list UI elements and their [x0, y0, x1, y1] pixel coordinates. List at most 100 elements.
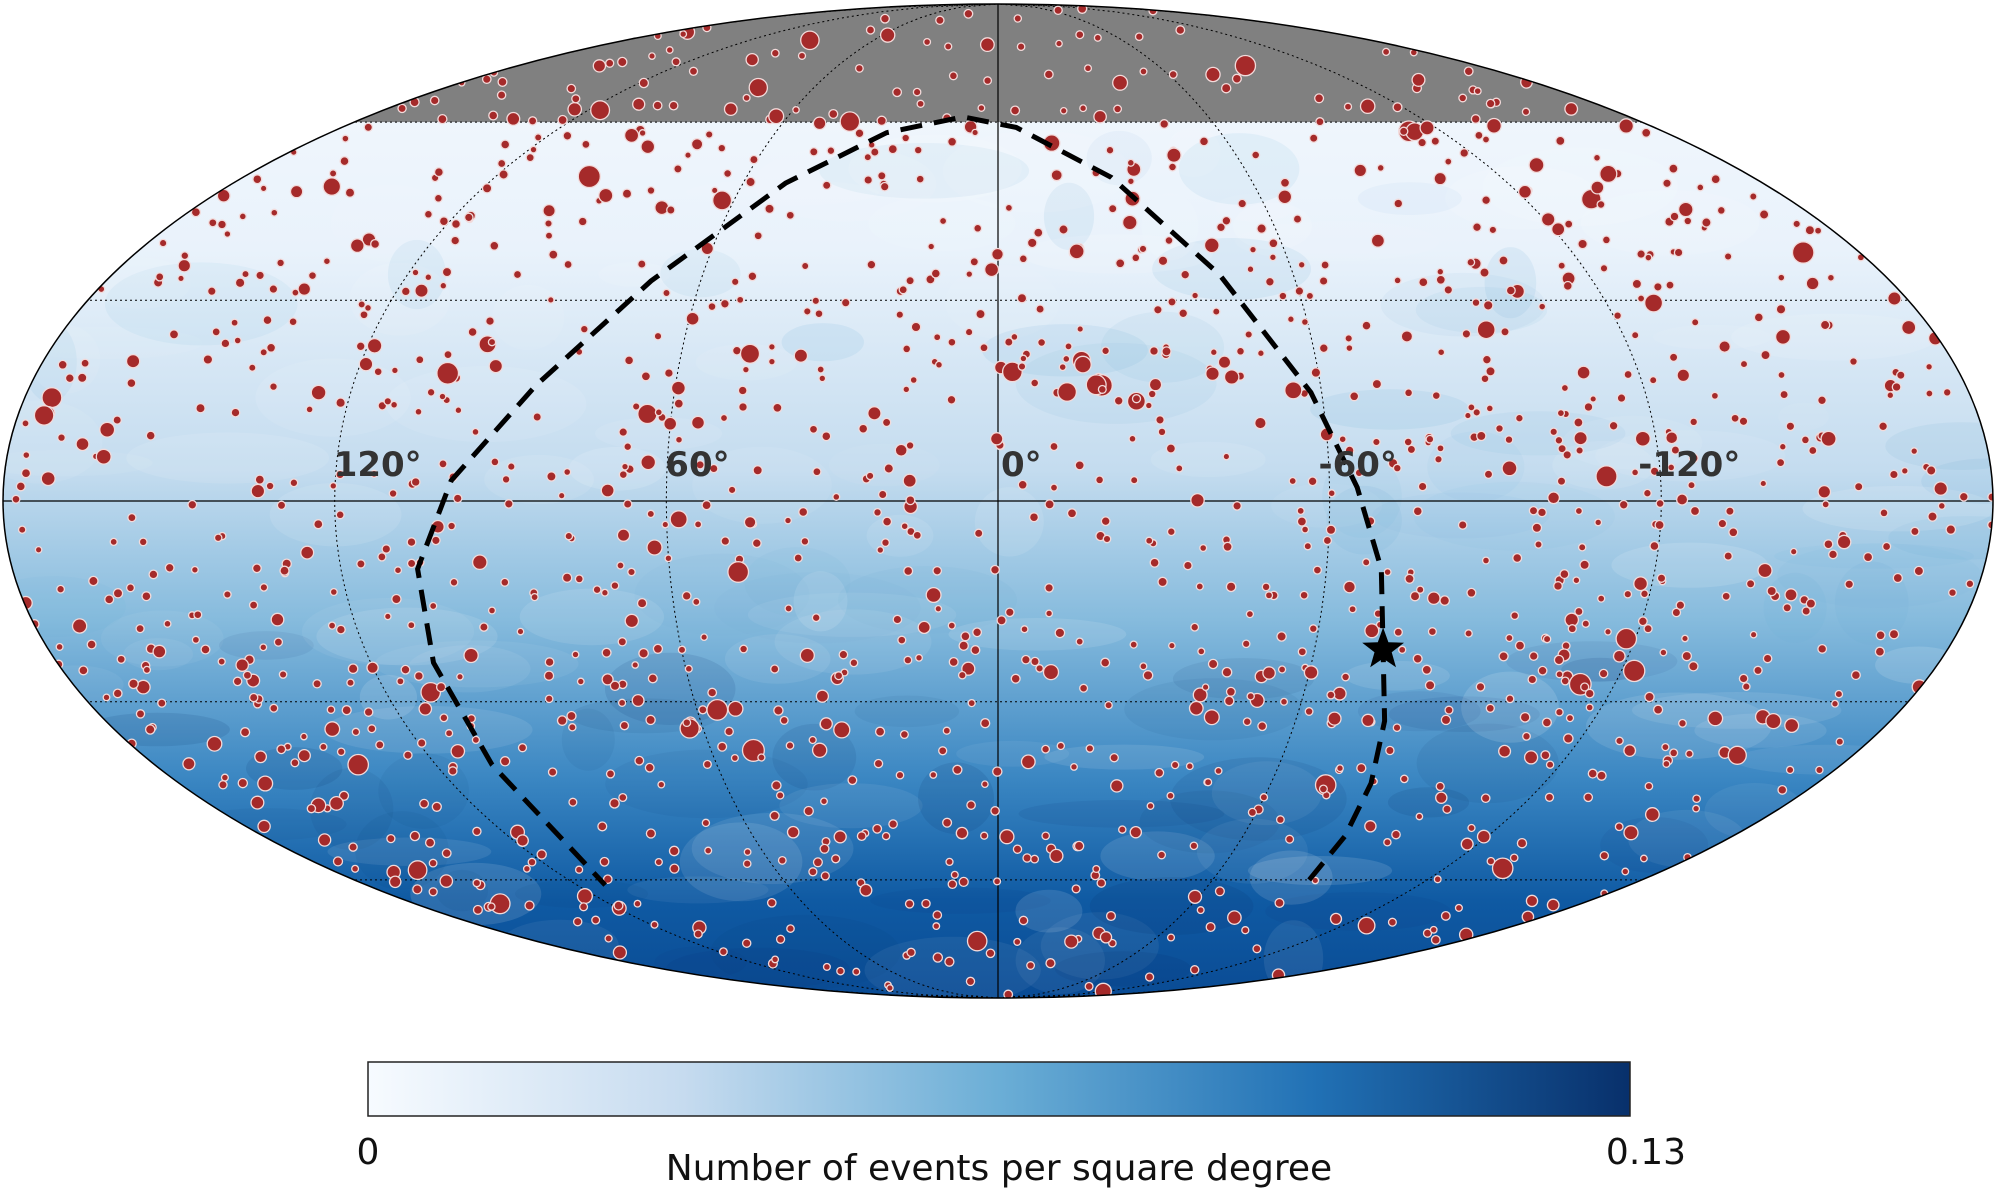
source-marker [1093, 109, 1107, 124]
source-marker [1644, 293, 1664, 313]
density-fluctuation [385, 366, 587, 443]
source-marker [1387, 917, 1397, 927]
source-marker [1165, 443, 1177, 454]
source-marker [970, 645, 981, 656]
source-marker [429, 601, 438, 611]
source-marker [950, 870, 959, 879]
source-marker [338, 790, 350, 801]
source-marker [259, 348, 268, 357]
source-marker [546, 296, 555, 304]
source-marker [1696, 183, 1705, 192]
source-marker [712, 190, 733, 211]
source-marker [1634, 430, 1651, 447]
source-marker [250, 483, 266, 499]
source-marker [40, 471, 56, 487]
source-marker [1623, 369, 1633, 380]
source-marker [947, 337, 957, 347]
source-marker [71, 618, 88, 634]
source-marker [892, 614, 903, 625]
source-marker [822, 962, 831, 971]
source-marker [930, 268, 941, 279]
density-fluctuation [1249, 850, 1333, 905]
source-marker [932, 922, 941, 931]
colorbar: 0 0.13 Number of events per square degre… [357, 1061, 1686, 1189]
source-marker [1121, 214, 1138, 231]
source-marker [881, 538, 890, 548]
source-marker [1710, 174, 1721, 185]
source-marker [932, 565, 943, 576]
source-marker [1676, 368, 1691, 383]
source-marker [1896, 370, 1906, 380]
source-marker [21, 419, 30, 428]
source-marker [407, 860, 428, 881]
source-marker [1044, 499, 1055, 510]
source-marker [367, 724, 377, 734]
source-marker [1641, 127, 1652, 138]
source-marker [1577, 238, 1588, 250]
source-marker [366, 661, 379, 674]
source-marker [1326, 690, 1336, 700]
source-marker [428, 887, 438, 897]
source-marker [929, 770, 938, 779]
source-marker [1404, 388, 1414, 398]
source-marker [738, 402, 748, 412]
source-marker [644, 762, 655, 773]
source-marker [1357, 916, 1376, 935]
density-fluctuations [3, 127, 1993, 998]
source-marker [126, 378, 137, 389]
source-marker [1716, 205, 1726, 215]
source-marker [1521, 107, 1531, 117]
source-marker [1685, 749, 1694, 759]
source-marker [490, 457, 500, 467]
source-marker [984, 262, 1000, 278]
source-marker [414, 407, 423, 416]
source-marker [730, 753, 739, 763]
density-fluctuation [1357, 691, 1481, 732]
source-marker [1560, 383, 1570, 393]
source-marker [1364, 820, 1377, 833]
source-marker [135, 623, 145, 634]
source-marker [1418, 277, 1429, 288]
source-marker [1254, 416, 1267, 430]
source-marker [901, 133, 911, 143]
density-fluctuation [679, 822, 803, 902]
source-marker [1622, 659, 1646, 683]
source-marker [1662, 759, 1671, 768]
source-marker [472, 878, 482, 888]
source-marker [743, 848, 752, 856]
source-marker [1608, 420, 1619, 431]
source-marker [88, 575, 99, 587]
density-fluctuation [1018, 800, 1225, 828]
source-marker [1442, 804, 1452, 814]
source-marker [640, 454, 657, 471]
source-marker [723, 102, 738, 117]
density-fluctuation [772, 723, 857, 791]
source-marker [1361, 320, 1372, 331]
density-fluctuation [126, 432, 330, 484]
source-marker [1459, 148, 1470, 158]
source-marker [313, 519, 324, 530]
source-marker [441, 266, 453, 278]
map-border [2, 3, 1994, 999]
source-marker [757, 753, 766, 762]
source-marker [1180, 269, 1191, 280]
source-marker [574, 865, 584, 874]
source-marker [1191, 291, 1200, 300]
source-marker [966, 800, 976, 810]
source-marker [579, 324, 589, 334]
source-marker [1817, 643, 1828, 654]
source-marker [1232, 501, 1242, 511]
density-fluctuation [355, 811, 449, 890]
source-marker [932, 952, 944, 963]
source-marker [623, 442, 633, 452]
source-marker [1745, 579, 1756, 589]
source-marker [963, 8, 974, 19]
source-marker [1364, 623, 1380, 639]
source-marker [1875, 630, 1886, 641]
source-marker [1277, 189, 1293, 205]
source-marker [709, 463, 719, 474]
source-marker [1185, 762, 1194, 771]
source-marker [634, 755, 645, 766]
source-marker [1576, 365, 1591, 380]
source-marker [654, 200, 670, 216]
